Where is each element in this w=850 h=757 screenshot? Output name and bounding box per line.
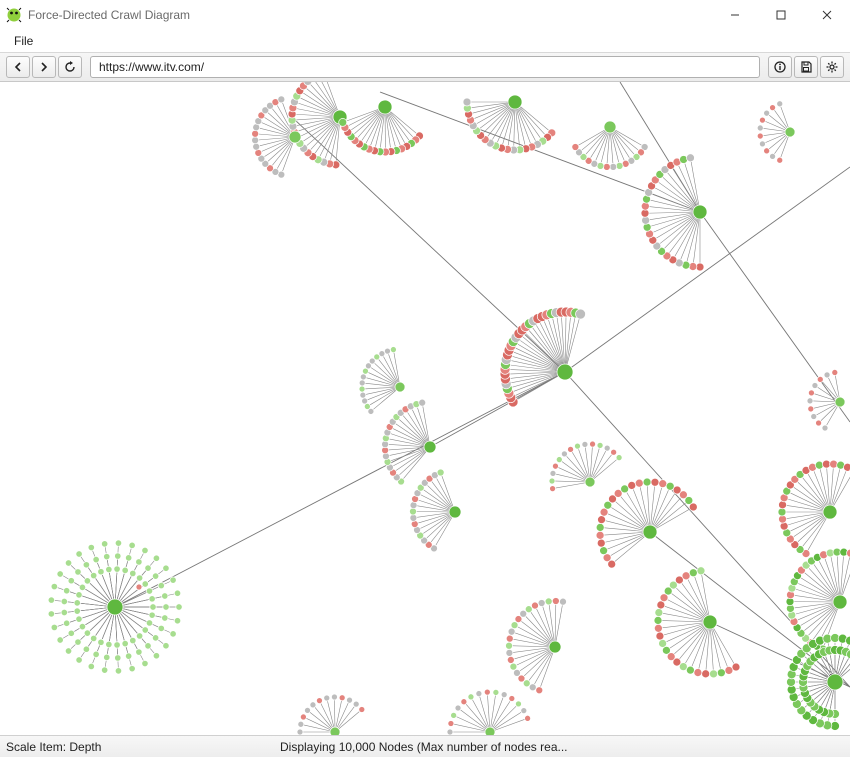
status-scale-label: Scale Item: Depth	[0, 740, 280, 754]
menubar: File	[0, 30, 850, 52]
window-title: Force-Directed Crawl Diagram	[28, 8, 712, 22]
url-input[interactable]	[90, 56, 760, 78]
network-svg	[0, 82, 850, 735]
app-window: Force-Directed Crawl Diagram File Scale …	[0, 0, 850, 757]
menu-file[interactable]: File	[8, 32, 39, 50]
diagram-canvas[interactable]	[0, 82, 850, 735]
forward-button[interactable]	[32, 56, 56, 78]
info-button[interactable]	[768, 56, 792, 78]
close-button[interactable]	[804, 0, 850, 30]
window-controls	[712, 0, 850, 30]
statusbar: Scale Item: Depth Displaying 10,000 Node…	[0, 735, 850, 757]
nav-button-group	[6, 56, 82, 78]
back-button[interactable]	[6, 56, 30, 78]
refresh-button[interactable]	[58, 56, 82, 78]
save-button[interactable]	[794, 56, 818, 78]
toolbar	[0, 52, 850, 82]
right-button-group	[768, 56, 844, 78]
settings-button[interactable]	[820, 56, 844, 78]
titlebar: Force-Directed Crawl Diagram	[0, 0, 850, 30]
status-node-count: Displaying 10,000 Nodes (Max number of n…	[280, 740, 850, 754]
minimize-button[interactable]	[712, 0, 758, 30]
maximize-button[interactable]	[758, 0, 804, 30]
app-icon	[6, 7, 22, 23]
